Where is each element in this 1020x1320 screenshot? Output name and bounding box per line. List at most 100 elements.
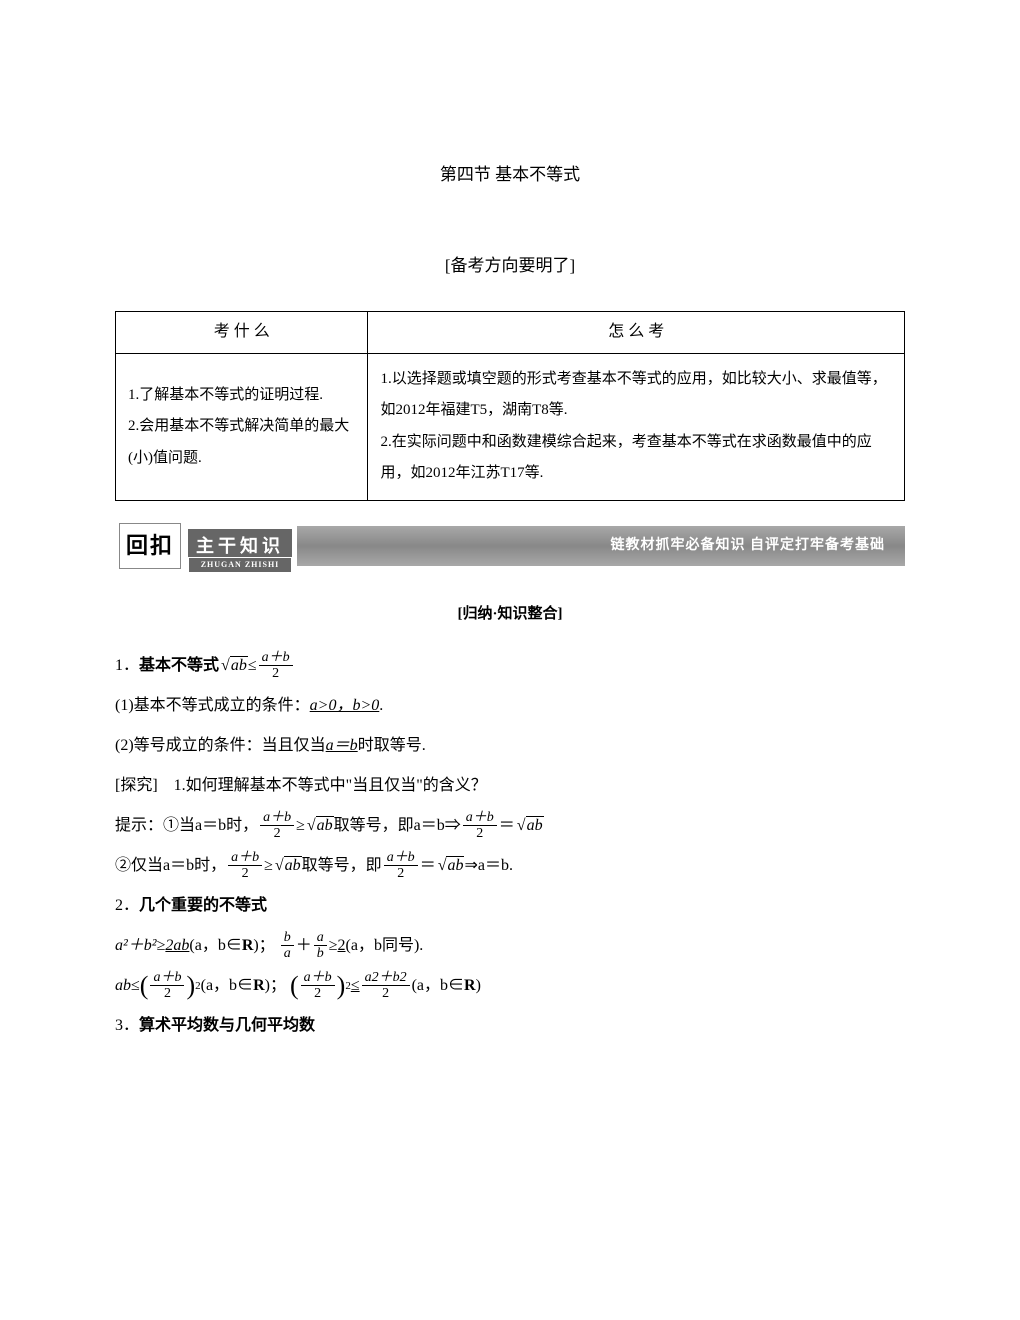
f1d: 2 xyxy=(260,826,294,841)
hint-2: ②仅当a＝b时， a＋b 2 ≥ ab 取等号，即 a＋b 2 ＝ ab ⇒a＝… xyxy=(115,850,905,882)
table-cell-left: 1.了解基本不等式的证明过程. 2.会用基本不等式解决简单的最大(小)值问题. xyxy=(116,353,368,500)
f7d: 2 xyxy=(362,986,410,1001)
f5d: 2 xyxy=(150,986,184,1001)
p2-num: 2． xyxy=(115,897,139,914)
frac-num: a＋b xyxy=(259,650,293,666)
frac-7: a2＋b2 2 xyxy=(362,970,410,1002)
section-banner: 回扣 主干知识 ZHUGAN ZHISHI 链教材抓牢必备知识 自评定打牢备考基… xyxy=(115,526,905,566)
p3-title: 算术平均数与几何平均数 xyxy=(139,1017,315,1034)
section-heading: [归纳·知识整合] xyxy=(115,601,905,628)
l9-end2: ) xyxy=(476,970,481,1002)
lparen1: ( xyxy=(140,976,149,997)
leq2: ≤ xyxy=(131,970,140,1002)
banner-right-text: 链教材抓牢必备知识 自评定打牢备考基础 xyxy=(611,533,906,558)
l3-text: (2)等号成立的条件：当且仅当 xyxy=(115,737,326,754)
r1: ab xyxy=(316,816,334,834)
frac-2: a＋b 2 xyxy=(463,810,497,842)
frac-4: a＋b 2 xyxy=(384,850,418,882)
table-cell-right: 1.以选择题或填空题的形式考查基本不等式的应用，如比较大小、求最值等，如2012… xyxy=(368,353,905,500)
f4d: 2 xyxy=(384,866,418,881)
fa: a xyxy=(281,946,294,961)
point-3: 3．算术平均数与几何平均数 xyxy=(115,1010,905,1042)
f2n: a＋b xyxy=(463,810,497,826)
banner-pinyin: ZHUGAN ZHISHI xyxy=(188,557,292,573)
fa2: a xyxy=(314,930,327,946)
p1-num: 1． xyxy=(115,650,139,682)
lparen2: ( xyxy=(290,976,299,997)
l8-mid2: )； xyxy=(253,930,274,962)
r4: ab xyxy=(446,856,464,874)
r2: ab xyxy=(526,816,544,834)
explore-1: [探究] 1.如何理解基本不等式中"当且仅当"的含义？ xyxy=(115,770,905,802)
l6-end: ⇒a＝b. xyxy=(464,850,513,882)
l9-mid: (a，b∈ xyxy=(201,970,253,1002)
point-1-2: (2)等号成立的条件：当且仅当a＝b时取等号. xyxy=(115,730,905,762)
f4n: a＋b xyxy=(384,850,418,866)
l8-end: (a，b同号). xyxy=(346,930,424,962)
leq: ≤ xyxy=(248,650,257,682)
r3: ab xyxy=(284,856,302,874)
p3-num: 3． xyxy=(115,1017,139,1034)
frac-ab2: a＋b 2 xyxy=(259,650,293,682)
plus: ＋ xyxy=(296,930,312,962)
page-title: 第四节 基本不等式 xyxy=(115,160,905,191)
l6-mid: 取等号，即 xyxy=(302,850,382,882)
rparen1: ) xyxy=(186,976,195,997)
sqrt2: ab xyxy=(515,810,544,842)
l5-pre: 提示：①当a＝b时， xyxy=(115,810,258,842)
banner-label-text: 主干知识 xyxy=(196,536,284,556)
l8-R: R xyxy=(242,930,254,962)
prep-subtitle: [备考方向要明了] xyxy=(115,251,905,282)
ineq-line-1: a²＋b²≥2ab(a，b∈R)； b a ＋ a b ≥2(a，b同号). xyxy=(115,930,905,962)
l8-ul2: 2 xyxy=(338,930,346,962)
l2-text: (1)基本不等式成立的条件： xyxy=(115,697,310,714)
hint-1: 提示：①当a＝b时， a＋b 2 ≥ ab 取等号，即a＝b⇒ a＋b 2 ＝ … xyxy=(115,810,905,842)
rparen2: ) xyxy=(337,976,346,997)
frac-den: 2 xyxy=(259,666,293,681)
banner-box: 回扣 xyxy=(119,523,181,569)
frac-3: a＋b 2 xyxy=(228,850,262,882)
l5-mid: 取等号，即a＝b⇒ xyxy=(334,810,461,842)
p2-title: 几个重要的不等式 xyxy=(139,897,267,914)
p1-title: 基本不等式 xyxy=(139,650,219,682)
sqrt-ab: ab xyxy=(219,650,248,682)
l3-ul: a＝b xyxy=(326,737,358,754)
f7n: a2＋b2 xyxy=(362,970,410,986)
frac-ba: b a xyxy=(281,930,294,962)
point-1: 1． 基本不等式 ab ≤ a＋b 2 xyxy=(115,650,905,682)
sqrt1: ab xyxy=(305,810,334,842)
eq2: ＝ xyxy=(420,850,436,882)
f2d: 2 xyxy=(463,826,497,841)
l8-ul: 2ab xyxy=(165,930,189,962)
l9-end: (a，b∈ xyxy=(412,970,464,1002)
f3n: a＋b xyxy=(228,850,262,866)
l8-pre: a²＋b²≥ xyxy=(115,930,165,962)
banner-left: 回扣 主干知识 ZHUGAN ZHISHI xyxy=(115,526,297,566)
l9-R2: R xyxy=(464,970,476,1002)
l6-pre: ②仅当a＝b时， xyxy=(115,850,226,882)
fb2: b xyxy=(314,946,327,961)
frac-1: a＋b 2 xyxy=(260,810,294,842)
l9-pre: ab xyxy=(115,970,131,1002)
l2-ul: a>0，b>0 xyxy=(310,697,380,714)
sqrt4: ab xyxy=(436,850,465,882)
table-header-what: 考 什 么 xyxy=(116,312,368,354)
point-2: 2．几个重要的不等式 xyxy=(115,890,905,922)
fb: b xyxy=(281,930,294,946)
f6d: 2 xyxy=(301,986,335,1001)
f6n: a＋b xyxy=(301,970,335,986)
table-header-how: 怎 么 考 xyxy=(368,312,905,354)
frac-5: a＋b 2 xyxy=(150,970,184,1002)
geq3: ≥ xyxy=(329,930,338,962)
sqrt3: ab xyxy=(273,850,302,882)
l3-end: 时取等号. xyxy=(358,737,426,754)
ineq-line-2: ab ≤ ( a＋b 2 )2 (a，b∈R)； ( a＋b 2 )2 ≤ a2… xyxy=(115,970,905,1002)
f3d: 2 xyxy=(228,866,262,881)
radicand: ab xyxy=(230,656,248,674)
l9-R: R xyxy=(253,970,265,1002)
frac-6: a＋b 2 xyxy=(301,970,335,1002)
geq1: ≥ xyxy=(296,810,305,842)
l9-mid2: )； xyxy=(265,970,286,1002)
point-1-1: (1)基本不等式成立的条件：a>0，b>0. xyxy=(115,690,905,722)
exam-table: 考 什 么 怎 么 考 1.了解基本不等式的证明过程. 2.会用基本不等式解决简… xyxy=(115,311,905,501)
